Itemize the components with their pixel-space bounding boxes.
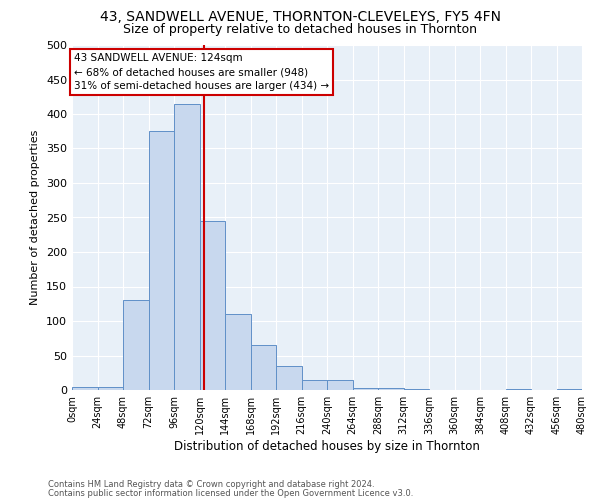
Bar: [97, 386, 123, 390]
Text: 43 SANDWELL AVENUE: 124sqm
← 68% of detached houses are smaller (948)
31% of sem: 43 SANDWELL AVENUE: 124sqm ← 68% of deta…: [74, 54, 329, 92]
Bar: [327, 380, 353, 390]
Text: Size of property relative to detached houses in Thornton: Size of property relative to detached ho…: [123, 22, 477, 36]
Bar: [276, 366, 302, 390]
Bar: [174, 104, 199, 390]
X-axis label: Distribution of detached houses by size in Thornton: Distribution of detached houses by size …: [174, 440, 480, 452]
Text: 43, SANDWELL AVENUE, THORNTON-CLEVELEYS, FY5 4FN: 43, SANDWELL AVENUE, THORNTON-CLEVELEYS,…: [100, 10, 500, 24]
Bar: [378, 388, 404, 390]
Text: Contains HM Land Registry data © Crown copyright and database right 2024.: Contains HM Land Registry data © Crown c…: [48, 480, 374, 489]
Bar: [199, 221, 225, 390]
Bar: [72, 386, 97, 390]
Bar: [353, 388, 378, 390]
Y-axis label: Number of detached properties: Number of detached properties: [31, 130, 40, 305]
Bar: [225, 314, 251, 390]
Bar: [149, 131, 174, 390]
Text: Contains public sector information licensed under the Open Government Licence v3: Contains public sector information licen…: [48, 488, 413, 498]
Bar: [302, 380, 327, 390]
Bar: [123, 300, 149, 390]
Bar: [251, 345, 276, 390]
